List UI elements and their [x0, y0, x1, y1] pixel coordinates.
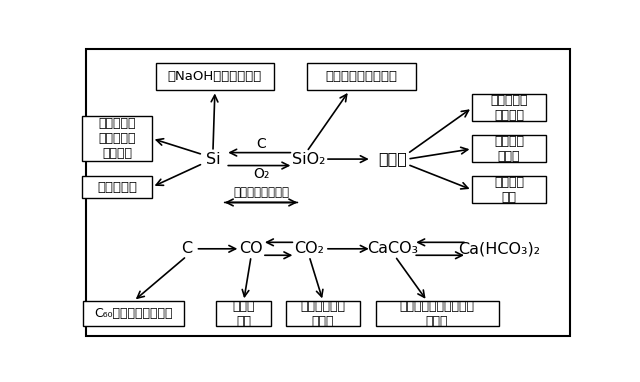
Bar: [472, 176, 546, 204]
Bar: [307, 63, 416, 90]
Bar: [83, 176, 152, 198]
Text: 炼钢、
炼铁: 炼钢、 炼铁: [232, 299, 255, 327]
Text: CO₂: CO₂: [294, 241, 324, 256]
Text: 新型无机非
金属材料：
氮、硼等: 新型无机非 金属材料： 氮、硼等: [99, 117, 136, 160]
Text: 石英玻璃、光导纤维: 石英玻璃、光导纤维: [326, 70, 397, 83]
Text: 硅酸盐: 硅酸盐: [378, 152, 407, 167]
Text: 性质、结构的比较: 性质、结构的比较: [233, 186, 289, 199]
Bar: [472, 94, 546, 121]
Text: 无机非金
属材料: 无机非金 属材料: [494, 135, 524, 163]
Bar: [286, 301, 360, 325]
Text: Si: Si: [205, 152, 220, 167]
Bar: [376, 301, 499, 325]
Text: Ca(HCO₃)₂: Ca(HCO₃)₂: [458, 241, 540, 256]
Text: C: C: [181, 241, 192, 256]
Bar: [472, 135, 546, 162]
Text: SiO₂: SiO₂: [292, 152, 326, 167]
Bar: [216, 301, 271, 325]
Text: 侯氏制碱、跟
镁反应: 侯氏制碱、跟 镁反应: [301, 299, 346, 327]
Text: 氯气制漂白粉、海水中
提取镁: 氯气制漂白粉、海水中 提取镁: [399, 299, 475, 327]
Bar: [156, 63, 274, 90]
Text: C₆₀、金刚石、石墨等: C₆₀、金刚石、石墨等: [94, 307, 173, 320]
Text: O₂: O₂: [253, 167, 269, 181]
Text: CaCO₃: CaCO₃: [367, 241, 418, 256]
Text: 硅酸盐化学
式的变换: 硅酸盐化学 式的变换: [490, 94, 528, 121]
Bar: [83, 301, 184, 325]
Text: C: C: [256, 137, 266, 151]
Text: CO: CO: [239, 241, 263, 256]
Text: 半导体材料: 半导体材料: [97, 181, 137, 194]
Bar: [83, 116, 152, 161]
Text: 制水泥、
玻璃: 制水泥、 玻璃: [494, 176, 524, 204]
Text: 与NaOH、氢氟酸反应: 与NaOH、氢氟酸反应: [168, 70, 262, 83]
